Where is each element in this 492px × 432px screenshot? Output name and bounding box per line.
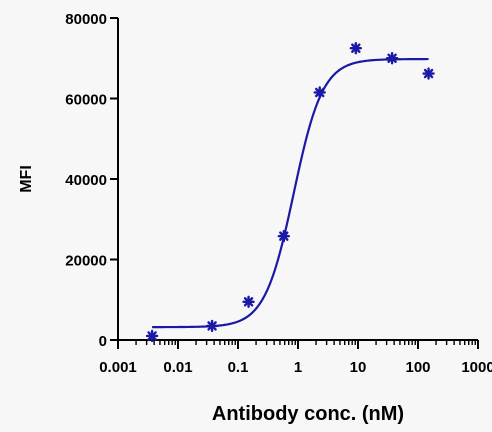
- y-tick-label: 0: [99, 333, 107, 350]
- data-point: [242, 295, 255, 308]
- axes: 0 20000 40000 60000 80000 0.001 0.01 0.1 1 10 100 1…: [65, 11, 492, 376]
- data-point: [145, 329, 159, 343]
- data-point-stroke: [423, 68, 434, 79]
- y-tick-label: 60000: [65, 92, 107, 109]
- data-point: [313, 86, 326, 99]
- x-tick-label: 10: [350, 359, 367, 376]
- y-tick-label: 20000: [65, 253, 107, 270]
- data-point-stroke: [243, 297, 254, 307]
- data-point-stroke: [207, 321, 217, 331]
- data-point: [277, 229, 291, 243]
- x-tick-label: 100: [405, 359, 430, 376]
- data-point: [422, 67, 435, 80]
- y-tick-label: 40000: [65, 172, 107, 189]
- data-point-stroke: [387, 53, 397, 63]
- data-point-stroke: [314, 87, 325, 98]
- data-point-stroke: [279, 231, 289, 241]
- data-points: [145, 41, 435, 343]
- data-point: [349, 41, 363, 55]
- x-tick-label: 1: [294, 359, 302, 376]
- data-point-stroke: [351, 43, 361, 53]
- fit-curve: [152, 57, 429, 329]
- data-point-stroke: [147, 331, 157, 341]
- x-tick-label: 0.1: [228, 359, 249, 376]
- y-axis-label: MFI: [18, 165, 35, 193]
- y-tick-label: 80000: [65, 11, 107, 28]
- x-tick-label: 0.001: [99, 359, 137, 376]
- x-tick-label: 0.01: [163, 359, 192, 376]
- data-point: [205, 319, 219, 333]
- x-tick-label: 1000: [461, 359, 492, 376]
- data-point: [385, 52, 399, 65]
- x-axis-label: Antibody conc. (nM): [212, 403, 404, 425]
